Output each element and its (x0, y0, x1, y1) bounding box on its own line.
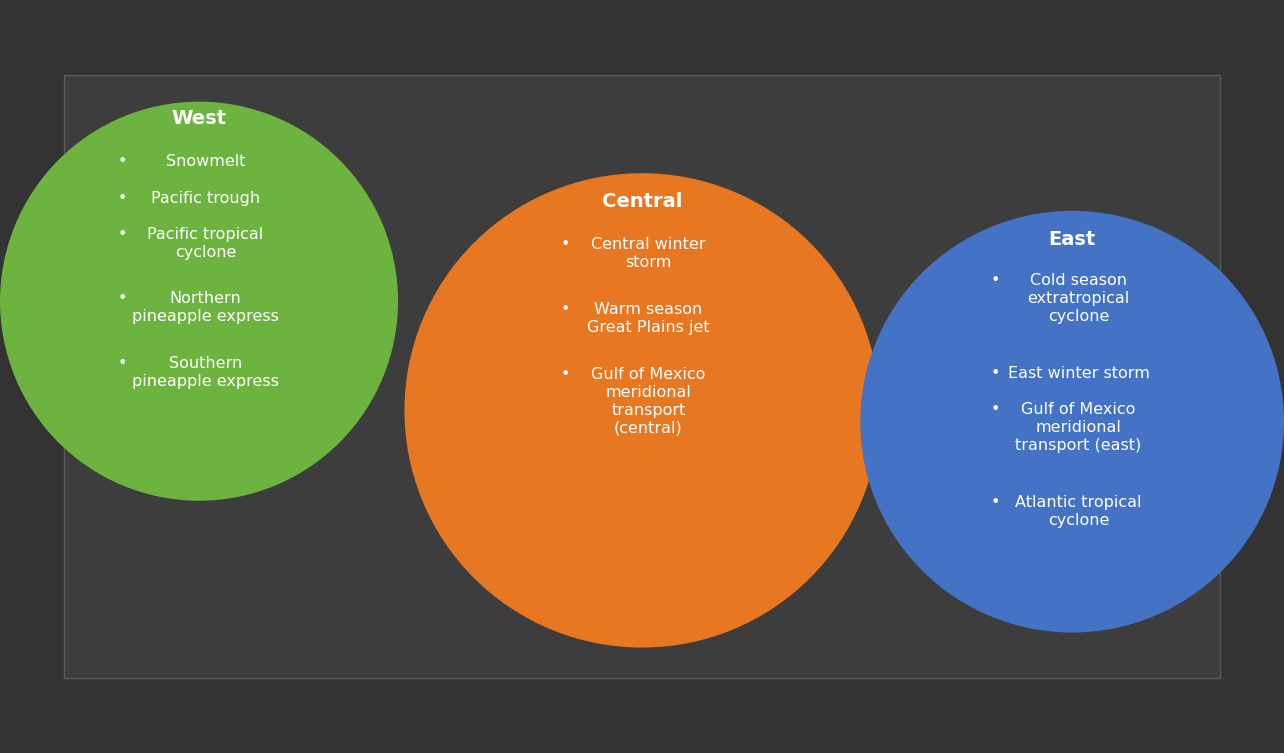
Text: Atlantic tropical
cyclone: Atlantic tropical cyclone (1016, 495, 1141, 529)
Text: Gulf of Mexico
meridional
transport (east): Gulf of Mexico meridional transport (eas… (1016, 402, 1141, 453)
Text: Warm season
Great Plains jet: Warm season Great Plains jet (587, 302, 710, 335)
Text: •: • (990, 402, 1000, 417)
Text: •: • (117, 154, 127, 169)
Ellipse shape (0, 102, 398, 501)
Text: Central winter
storm: Central winter storm (591, 237, 706, 270)
Text: •: • (560, 367, 570, 382)
Text: •: • (117, 356, 127, 371)
Text: •: • (560, 302, 570, 317)
Text: •: • (117, 191, 127, 206)
Text: •: • (117, 291, 127, 306)
Text: Pacific trough: Pacific trough (152, 191, 259, 206)
Text: Pacific tropical
cyclone: Pacific tropical cyclone (148, 227, 263, 260)
Text: •: • (560, 237, 570, 252)
Text: Snowmelt: Snowmelt (166, 154, 245, 169)
Text: Cold season
extratropical
cyclone: Cold season extratropical cyclone (1027, 273, 1130, 324)
Text: Southern
pineapple express: Southern pineapple express (132, 356, 279, 389)
Text: •: • (990, 366, 1000, 381)
Text: •: • (117, 227, 127, 242)
Ellipse shape (860, 211, 1284, 633)
Text: Gulf of Mexico
meridional
transport
(central): Gulf of Mexico meridional transport (cen… (591, 367, 706, 436)
Text: Central: Central (602, 192, 682, 211)
Text: East winter storm: East winter storm (1008, 366, 1149, 381)
Ellipse shape (404, 173, 880, 648)
Bar (64, 75, 1220, 678)
Text: East: East (1049, 230, 1095, 248)
Text: •: • (990, 495, 1000, 511)
Text: Northern
pineapple express: Northern pineapple express (132, 291, 279, 325)
Text: West: West (172, 109, 226, 128)
Text: •: • (990, 273, 1000, 288)
